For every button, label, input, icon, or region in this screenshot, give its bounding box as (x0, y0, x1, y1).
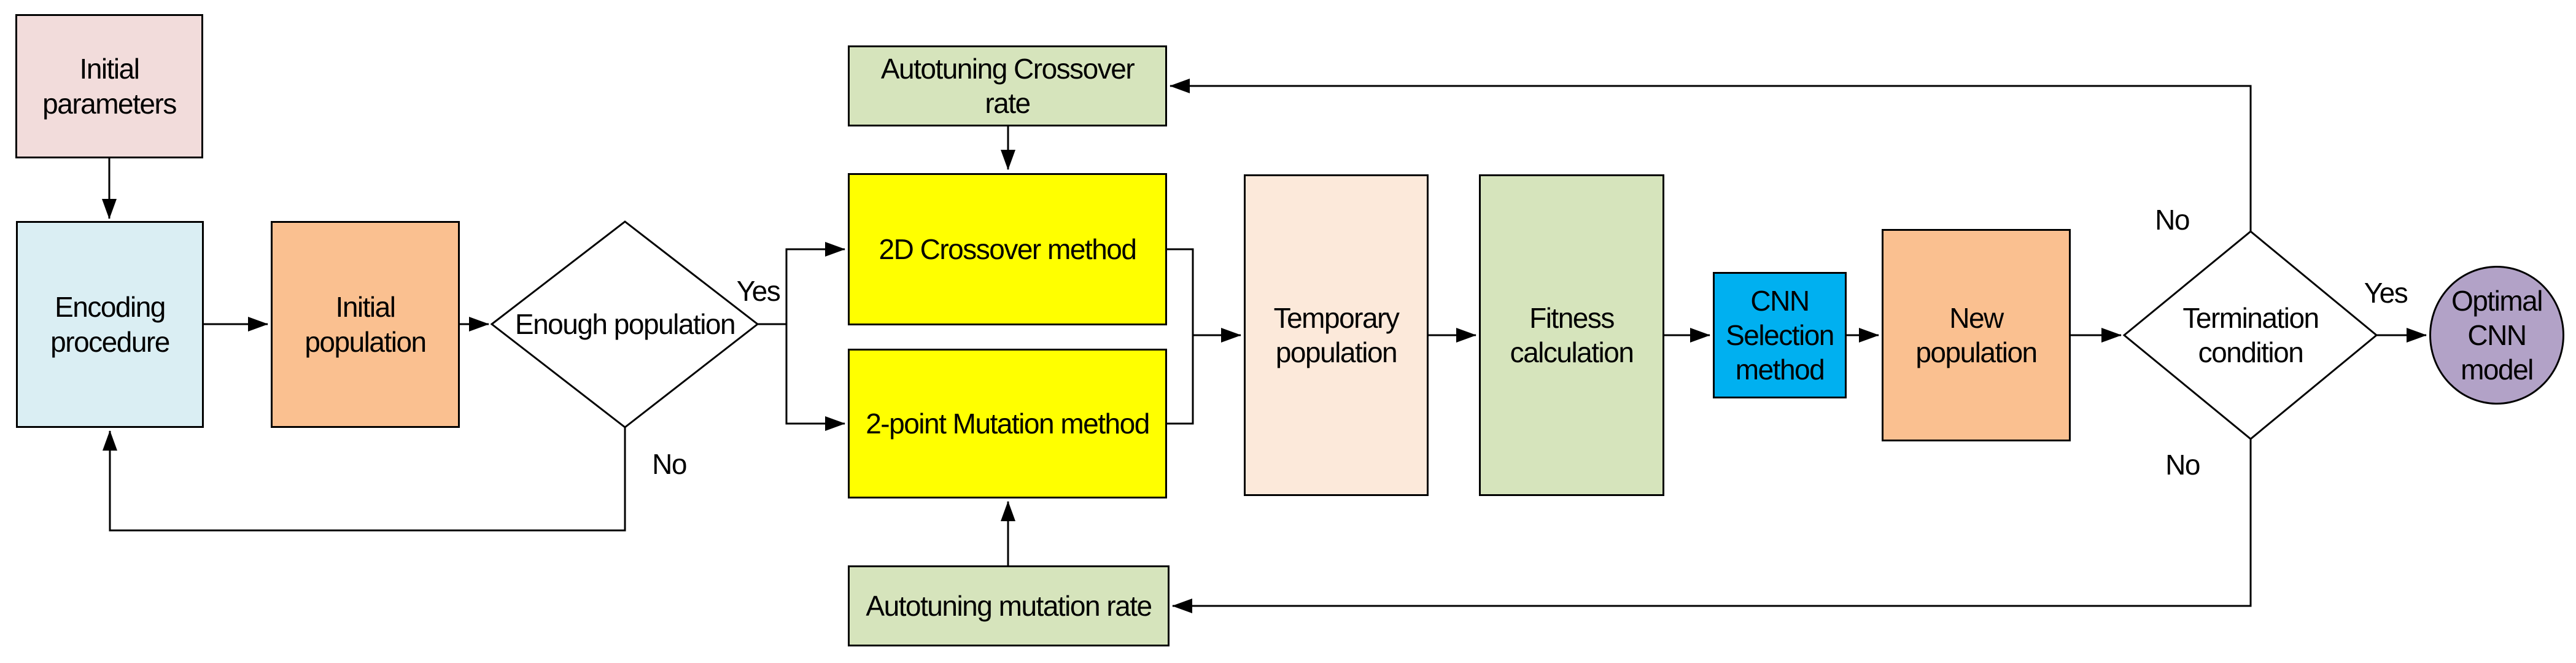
node-initial-parameters: Initial parameters (15, 14, 203, 158)
node-encoding-procedure: Encoding procedure (16, 221, 204, 428)
edge-yes-to-crossover (785, 242, 845, 324)
edge-mutation-merge (1167, 335, 1194, 425)
edge-termination-no-top (1170, 79, 2252, 231)
node-initial-parameters-label: Initial parameters (42, 53, 177, 120)
node-initial-population-label: Initial population (305, 291, 427, 358)
node-2d-crossover-method-label: 2D Crossover method (879, 233, 1137, 265)
termination-condition-diamond (2122, 230, 2378, 440)
node-new-population-label: New population (1915, 301, 2038, 368)
node-optimal-cnn-model-label: Optimal CNN model (2451, 284, 2543, 386)
node-temporary-population: Temporary population (1244, 174, 1429, 496)
edge-yes-to-mutation (785, 324, 845, 431)
node-temporary-population-label: Temporary population (1273, 301, 1400, 368)
edge-group (102, 79, 2427, 613)
node-autotuning-crossover-rate: Autotuning Crossover rate (848, 45, 1167, 126)
node-enough-population-label: Enough population (514, 308, 736, 340)
node-autotuning-mutation-rate: Autotuning mutation rate (848, 565, 1170, 646)
edge-label-enough-no: No (652, 448, 687, 480)
edge-label-termination-no-top: No (2155, 203, 2190, 236)
edge-label-enough-yes: Yes (736, 274, 781, 307)
node-2d-crossover-method: 2D Crossover method (848, 173, 1167, 325)
node-new-population: New population (1882, 229, 2071, 441)
node-optimal-cnn-model: Optimal CNN model (2429, 266, 2564, 405)
node-autotuning-mutation-rate-label: Autotuning mutation rate (866, 589, 1152, 622)
enough-population-diamond (490, 220, 759, 428)
node-fitness-calculation-label: Fitness calculation (1510, 301, 1634, 368)
edge-termination-no-bottom (1172, 439, 2252, 613)
node-initial-population: Initial population (271, 221, 460, 428)
node-2point-mutation-method: 2-point Mutation method (848, 349, 1167, 498)
edge-enough-no-loop (103, 427, 626, 532)
edge-label-termination-no-bottom: No (2165, 448, 2200, 481)
node-cnn-selection-method-label: CNN Selection method (1726, 284, 1834, 386)
node-fitness-calculation: Fitness calculation (1479, 174, 1664, 496)
node-encoding-procedure-label: Encoding procedure (50, 291, 170, 358)
edge-label-termination-yes: Yes (2364, 276, 2408, 309)
node-termination-condition-label: Termination condition (2182, 301, 2319, 368)
node-autotuning-crossover-rate-label: Autotuning Crossover rate (880, 52, 1135, 119)
edge-crossover-merge (1167, 248, 1194, 335)
node-2point-mutation-method-label: 2-point Mutation method (866, 407, 1150, 440)
node-cnn-selection-method: CNN Selection method (1713, 272, 1847, 398)
